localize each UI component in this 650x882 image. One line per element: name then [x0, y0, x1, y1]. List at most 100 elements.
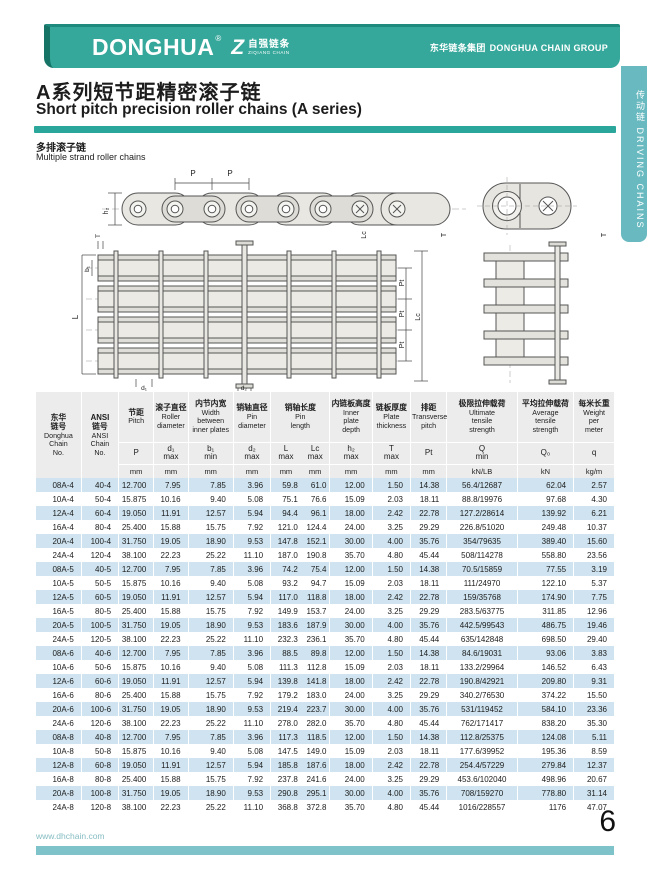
cell: 12A-5 — [52, 592, 74, 602]
cell: 74.2 — [270, 562, 301, 577]
cell: 15.09 — [329, 576, 373, 591]
cell: 187.6 — [306, 760, 327, 770]
cell: 4.80 — [371, 548, 411, 563]
cell: 179.2 — [270, 688, 301, 703]
cell: 14.38 — [410, 478, 447, 493]
cell: 19.05 — [153, 786, 189, 801]
cell: 75.1 — [270, 492, 301, 507]
column-header: Pt — [410, 441, 447, 465]
cell: 9.40 — [187, 660, 234, 675]
table-row: 12A-4 60-4 19.050 11.91 12.57 5.94 94.4 96.1 18.… — [36, 506, 614, 521]
cell: 40-4 — [80, 478, 119, 493]
cell: 133.2/29964 — [446, 660, 518, 675]
cell: 08A-5 — [52, 564, 74, 574]
cell: 14.38 — [410, 562, 447, 577]
section-label-zh: 多排滚子链 — [36, 143, 86, 154]
cell: 374.22 — [516, 688, 574, 703]
cell: 18.11 — [410, 492, 447, 507]
cell: 80-4 — [80, 520, 119, 535]
table-row: 24A-8 120-8 38.100 22.23 25.22 11.10 368.8 372.… — [36, 800, 614, 815]
cell: 24A-5 — [52, 634, 74, 644]
cell: 11.10 — [232, 632, 271, 647]
cell: 508/114278 — [446, 548, 518, 563]
cell: 96.1 — [310, 508, 327, 518]
cell: 7.92 — [232, 772, 271, 787]
dim-label-pt1: Pt — [399, 280, 406, 287]
cell: 19.050 — [118, 590, 154, 605]
cell: 15.88 — [153, 604, 189, 619]
table-row: 12A-8 60-8 19.050 11.91 12.57 5.94 185.8 187.6 1… — [36, 758, 614, 773]
cell: 183.0 — [306, 690, 327, 700]
cell: 10A-6 — [52, 662, 74, 672]
column-header: 销轴直径 Pin diameter — [232, 392, 271, 442]
cell: 15.875 — [118, 492, 154, 507]
cell: 12A-6 — [52, 676, 74, 686]
cell: 2.03 — [371, 576, 411, 591]
cell: 15.60 — [573, 534, 614, 549]
cell: 76.6 — [310, 494, 327, 504]
cell: 8.59 — [573, 744, 614, 759]
cell: 10A-8 — [52, 746, 74, 756]
cell: 2.42 — [371, 506, 411, 521]
table-row: 20A-4 100-4 31.750 19.05 18.90 9.53 147.8 152.1… — [36, 534, 614, 549]
cell: 4.30 — [573, 492, 614, 507]
cell: 30.00 — [329, 618, 373, 633]
cell: 9.53 — [232, 618, 271, 633]
cell: 25.22 — [187, 632, 234, 647]
cell: 29.40 — [573, 632, 614, 647]
cell: 5.94 — [232, 674, 271, 689]
dim-label-lc2: Lc — [415, 313, 422, 321]
cell: 177.6/39952 — [446, 744, 518, 759]
cell: 93.2 — [270, 576, 301, 591]
cell: 149.9 — [270, 604, 301, 619]
cell: 15.09 — [329, 660, 373, 675]
cell: 5.08 — [232, 744, 271, 759]
cell: 147.8 — [270, 534, 301, 549]
cell: 1.50 — [371, 562, 411, 577]
cell: 25.22 — [187, 548, 234, 563]
cell: 15.88 — [153, 772, 189, 787]
table-row: 24A-4 120-4 38.100 22.23 25.22 11.10 187.0 190.… — [36, 548, 614, 563]
title-divider — [34, 126, 616, 133]
cell: 442.5/99543 — [446, 618, 518, 633]
cell: 84.6/19031 — [446, 646, 518, 661]
cell: 35.76 — [410, 702, 447, 717]
cell: 1.50 — [371, 478, 411, 493]
cell: 12.57 — [187, 590, 234, 605]
dim-label-h2: h₂ — [103, 207, 110, 214]
cell: 3.96 — [232, 730, 271, 745]
dim-label-t3: T — [601, 232, 608, 237]
cell: 584.10 — [516, 702, 574, 717]
column-header: Q₀ — [516, 441, 574, 465]
cell: 35.70 — [329, 632, 373, 647]
cell: 35.70 — [329, 800, 373, 815]
cell: 124.08 — [516, 730, 574, 745]
cell: 18.90 — [187, 702, 234, 717]
cell: 19.050 — [118, 506, 154, 521]
column-header: mm — [410, 464, 447, 479]
cell: 2.57 — [573, 478, 614, 493]
column-header: 每米长重 Weight per meter — [573, 392, 614, 442]
cell: 18.00 — [329, 590, 373, 605]
table-row: 10A-6 50-6 15.875 10.16 9.40 5.08 111.3 112.8 15… — [36, 660, 614, 675]
cell: 7.92 — [232, 604, 271, 619]
cell: 12.700 — [118, 562, 154, 577]
cell: 9.53 — [232, 702, 271, 717]
spec-table: 东华 链号 Donghua Chain No. ANSI 链号 ANSI Chain No. 节距 P… — [36, 392, 614, 815]
cell: 15.88 — [153, 688, 189, 703]
cell: 24.00 — [329, 688, 373, 703]
cell: 282.0 — [306, 718, 327, 728]
table-row: 10A-8 50-8 15.875 10.16 9.40 5.08 147.5 149.0 15… — [36, 744, 614, 759]
cell: 9.31 — [573, 674, 614, 689]
column-header: mm — [329, 464, 373, 479]
cell: 80-6 — [80, 688, 119, 703]
cell: 50-6 — [80, 660, 119, 675]
cell: 35.30 — [573, 716, 614, 731]
cell: 10A-5 — [52, 578, 74, 588]
cell: 22.23 — [153, 632, 189, 647]
cell: 226.8/51020 — [446, 520, 518, 535]
section-label-en: Multiple strand roller chains — [36, 152, 146, 162]
cell: 153.7 — [306, 606, 327, 616]
cell: 31.750 — [118, 702, 154, 717]
